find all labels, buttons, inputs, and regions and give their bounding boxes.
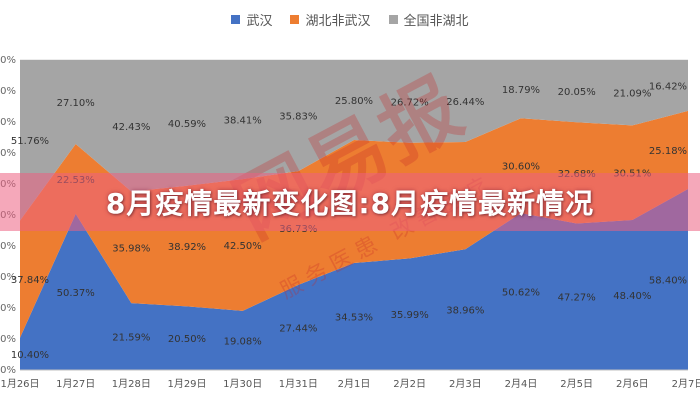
x-tick-label: 1月27日 [56, 378, 95, 390]
x-tick-label: 1月31日 [279, 378, 318, 390]
y-tick-label: 0% [0, 365, 16, 376]
y-tick-label: 10% [0, 334, 16, 345]
legend-label-national-non-hubei: 全国非湖北 [403, 14, 469, 29]
data-label: 42.50% [224, 241, 262, 252]
x-tick-label: 2月2日 [393, 378, 426, 390]
title-banner: 8月疫情最新变化图:8月疫情最新情况 [0, 173, 700, 231]
y-tick-label: 100% [0, 55, 16, 66]
x-axis: 1月26日 1月27日 1月28日 1月29日 1月30日 1月31日 2月1日 2月2日 2月… [0, 369, 700, 390]
legend-swatch-wuhan [231, 15, 241, 24]
data-label: 10.40% [11, 350, 49, 361]
data-label: 34.53% [335, 312, 373, 323]
x-tick-label: 1月26日 [0, 378, 39, 390]
data-label: 26.44% [446, 97, 484, 108]
x-tick-label: 2月3日 [449, 378, 482, 390]
y-tick-label: 70% [0, 148, 16, 159]
data-label: 25.18% [649, 146, 687, 157]
data-label: 18.79% [502, 85, 540, 96]
data-label: 16.42% [649, 81, 687, 92]
legend-label-wuhan: 武汉 [246, 14, 273, 29]
data-label: 26.72% [391, 97, 429, 108]
data-label: 30.60% [502, 162, 540, 173]
x-tick-label: 2月6日 [616, 378, 649, 390]
data-label: 47.27% [558, 293, 596, 304]
data-label: 38.92% [168, 242, 206, 253]
data-label: 58.40% [649, 275, 687, 286]
x-tick-label: 2月4日 [505, 378, 538, 390]
data-label: 42.43% [112, 122, 150, 133]
data-label: 35.99% [391, 310, 429, 321]
data-label: 35.83% [279, 112, 317, 123]
x-tick-label: 2月5日 [560, 378, 593, 390]
data-label: 19.08% [224, 336, 262, 347]
legend-item-wuhan: 武汉 [231, 10, 272, 29]
legend-swatch-national-non-hubei [388, 15, 398, 24]
data-label: 51.76% [11, 136, 49, 147]
legend-item-national-non-hubei: 全国非湖北 [388, 10, 469, 29]
y-tick-label: 30% [0, 272, 16, 283]
data-label: 35.98% [112, 243, 150, 254]
banner-title: 8月疫情最新变化图:8月疫情最新情况 [105, 187, 595, 220]
data-label: 37.84% [11, 275, 49, 286]
x-tick-label: 1月28日 [112, 378, 151, 390]
data-label: 50.62% [502, 288, 540, 299]
legend-swatch-hubei-non-wuhan [290, 15, 300, 24]
y-tick-label: 20% [0, 303, 16, 314]
y-tick-label: 90% [0, 86, 16, 97]
data-label: 21.59% [112, 333, 150, 344]
x-tick-label: 2月7日 [672, 378, 700, 390]
x-tick-label: 1月29日 [167, 378, 206, 390]
data-label: 48.40% [613, 291, 651, 302]
data-label: 50.37% [57, 288, 95, 299]
chart-legend: 武汉 湖北非武汉 全国非湖北 [0, 10, 700, 29]
data-label: 38.41% [224, 116, 262, 127]
data-label: 21.09% [613, 89, 651, 100]
x-tick-label: 1月30日 [223, 378, 262, 390]
y-tick-label: 80% [0, 117, 16, 128]
data-label: 25.80% [335, 96, 373, 107]
area-series-0 [20, 189, 688, 370]
data-label: 38.96% [446, 306, 484, 317]
data-label: 40.59% [168, 119, 206, 130]
data-label: 20.05% [558, 87, 596, 98]
data-label: 27.44% [279, 323, 317, 334]
legend-item-hubei-non-wuhan: 湖北非武汉 [290, 10, 371, 29]
data-label: 27.10% [57, 98, 95, 109]
data-label: 20.50% [168, 334, 206, 345]
y-tick-label: 40% [0, 241, 16, 252]
legend-label-hubei-non-wuhan: 湖北非武汉 [305, 14, 371, 29]
x-tick-label: 2月1日 [338, 378, 371, 390]
